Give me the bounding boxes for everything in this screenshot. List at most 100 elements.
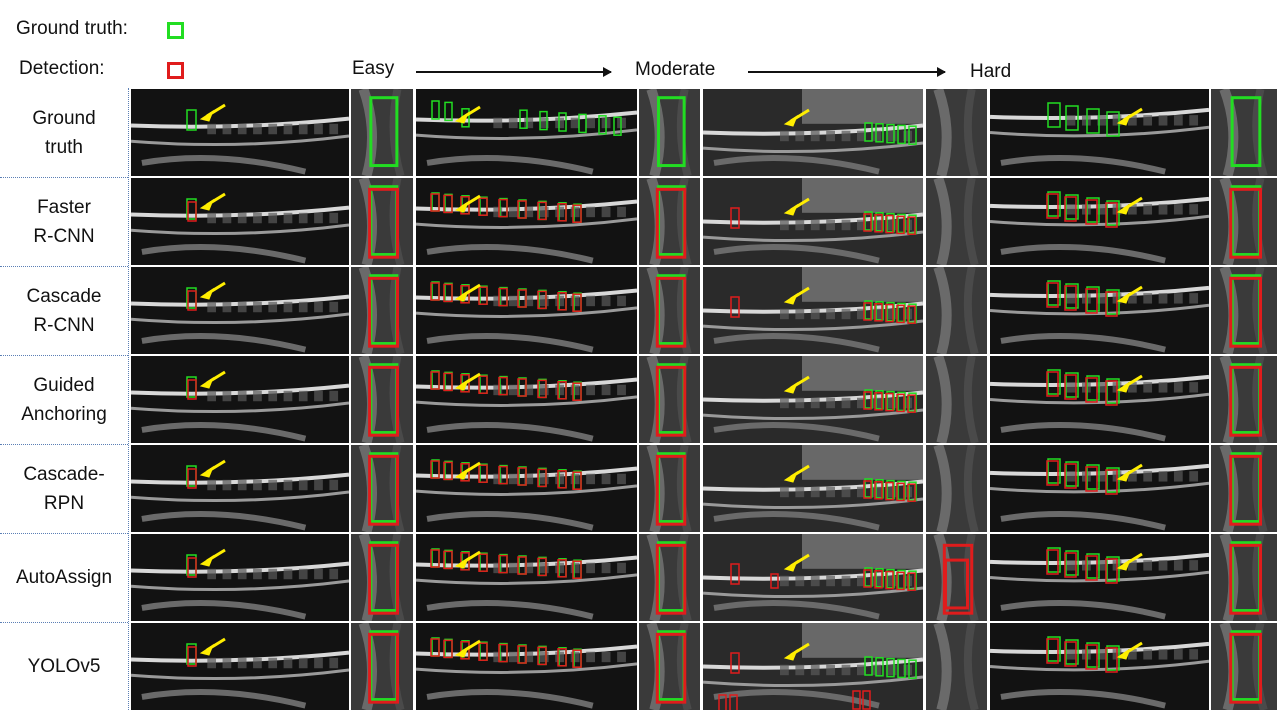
crop-image-5-3 [639, 534, 700, 621]
crop-image-0-1 [351, 89, 413, 176]
row-separator [0, 444, 128, 445]
row-label-0: Ground truth [32, 107, 96, 158]
row-separator [0, 266, 128, 267]
row-label-4: Cascade- RPN [23, 463, 105, 514]
crop-image-5-1 [351, 534, 413, 621]
indicator-arrow [1116, 463, 1143, 482]
indicator-arrow [454, 194, 481, 213]
indicator-arrow [783, 286, 810, 305]
indicator-arrow [199, 192, 226, 211]
mri-image-1-4 [703, 178, 923, 265]
crop-image-0-3 [639, 89, 700, 176]
indicator-arrow [1116, 641, 1143, 660]
indicator-arrow [199, 370, 226, 389]
mri-image-4-2 [416, 445, 637, 532]
difficulty-easy-label: Easy [352, 58, 395, 79]
indicator-arrow [783, 642, 810, 661]
label-column-border [128, 88, 129, 710]
mri-image-6-6 [990, 623, 1209, 710]
indicator-arrow [454, 105, 481, 124]
mri-image-3-2 [416, 356, 637, 443]
mri-image-1-0 [131, 178, 349, 265]
mri-image-4-6 [990, 445, 1209, 532]
indicator-arrow [199, 103, 226, 122]
row-label-5: AutoAssign [15, 567, 113, 588]
crop-image-5-7 [1211, 534, 1277, 621]
arrow-moderate-to-hard [748, 68, 946, 76]
crop-image-6-1 [351, 623, 413, 710]
indicator-arrow [199, 459, 226, 478]
crop-image-1-1 [351, 178, 413, 265]
crop-image-2-3 [639, 267, 700, 354]
indicator-arrow [454, 372, 481, 391]
crop-image-6-5 [926, 623, 987, 710]
crop-image-0-5 [926, 89, 987, 176]
mri-image-3-4 [703, 356, 923, 443]
crop-image-2-7 [1211, 267, 1277, 354]
crop-image-5-5 [926, 534, 987, 621]
crop-image-4-5 [926, 445, 987, 532]
mri-image-1-2 [416, 178, 637, 265]
mri-image-2-4 [703, 267, 923, 354]
indicator-arrow [1116, 374, 1143, 393]
row-separator [0, 622, 128, 623]
mri-image-4-4 [703, 445, 923, 532]
indicator-arrow [199, 548, 226, 567]
mri-image-1-6 [990, 178, 1209, 265]
crop-image-4-7 [1211, 445, 1277, 532]
row-label-1: Faster R-CNN [33, 196, 95, 247]
crop-image-2-5 [926, 267, 987, 354]
arrow-easy-to-moderate [416, 68, 612, 76]
legend-ground-truth-label: Ground truth: [16, 18, 128, 39]
mri-image-6-0 [131, 623, 349, 710]
mri-image-3-0 [131, 356, 349, 443]
row-separator [0, 177, 128, 178]
row-separator [0, 355, 128, 356]
crop-image-0-7 [1211, 89, 1277, 176]
crop-image-1-3 [639, 178, 700, 265]
crop-image-1-7 [1211, 178, 1277, 265]
difficulty-moderate-label: Moderate [635, 59, 716, 80]
legend-detection-swatch [167, 62, 184, 79]
mri-image-3-6 [990, 356, 1209, 443]
indicator-arrow [783, 197, 810, 216]
row-label-2: Cascade R-CNN [26, 285, 102, 336]
crop-image-6-3 [639, 623, 700, 710]
crop-image-4-1 [351, 445, 413, 532]
crop-image-3-5 [926, 356, 987, 443]
crop-image-3-3 [639, 356, 700, 443]
row-separator [0, 533, 128, 534]
indicator-arrow [1116, 196, 1143, 215]
mri-image-2-0 [131, 267, 349, 354]
mri-image-0-2 [416, 89, 637, 176]
mri-image-0-6 [990, 89, 1209, 176]
mri-image-0-0 [131, 89, 349, 176]
indicator-arrow [454, 639, 481, 658]
mri-image-5-4 [703, 534, 923, 621]
crop-image-2-1 [351, 267, 413, 354]
indicator-arrow [454, 550, 481, 569]
indicator-arrow [1116, 107, 1143, 126]
mri-image-6-2 [416, 623, 637, 710]
mri-image-0-4 [703, 89, 923, 176]
indicator-arrow [783, 375, 810, 394]
mri-image-4-0 [131, 445, 349, 532]
row-label-3: Guided Anchoring [21, 374, 107, 425]
mri-image-2-2 [416, 267, 637, 354]
mri-image-5-0 [131, 534, 349, 621]
legend-detection-label: Detection: [19, 58, 105, 79]
row-label-6: YOLOv5 [27, 656, 101, 677]
indicator-arrow [783, 108, 810, 127]
crop-image-6-7 [1211, 623, 1277, 710]
mri-image-2-6 [990, 267, 1209, 354]
mri-image-5-2 [416, 534, 637, 621]
indicator-arrow [454, 461, 481, 480]
legend-ground-truth-swatch [167, 22, 184, 39]
crop-image-3-7 [1211, 356, 1277, 443]
indicator-arrow [1116, 552, 1143, 571]
mri-image-6-4 [703, 623, 923, 710]
indicator-arrow [783, 553, 810, 572]
indicator-arrow [454, 283, 481, 302]
indicator-arrow [783, 464, 810, 483]
mri-image-5-6 [990, 534, 1209, 621]
